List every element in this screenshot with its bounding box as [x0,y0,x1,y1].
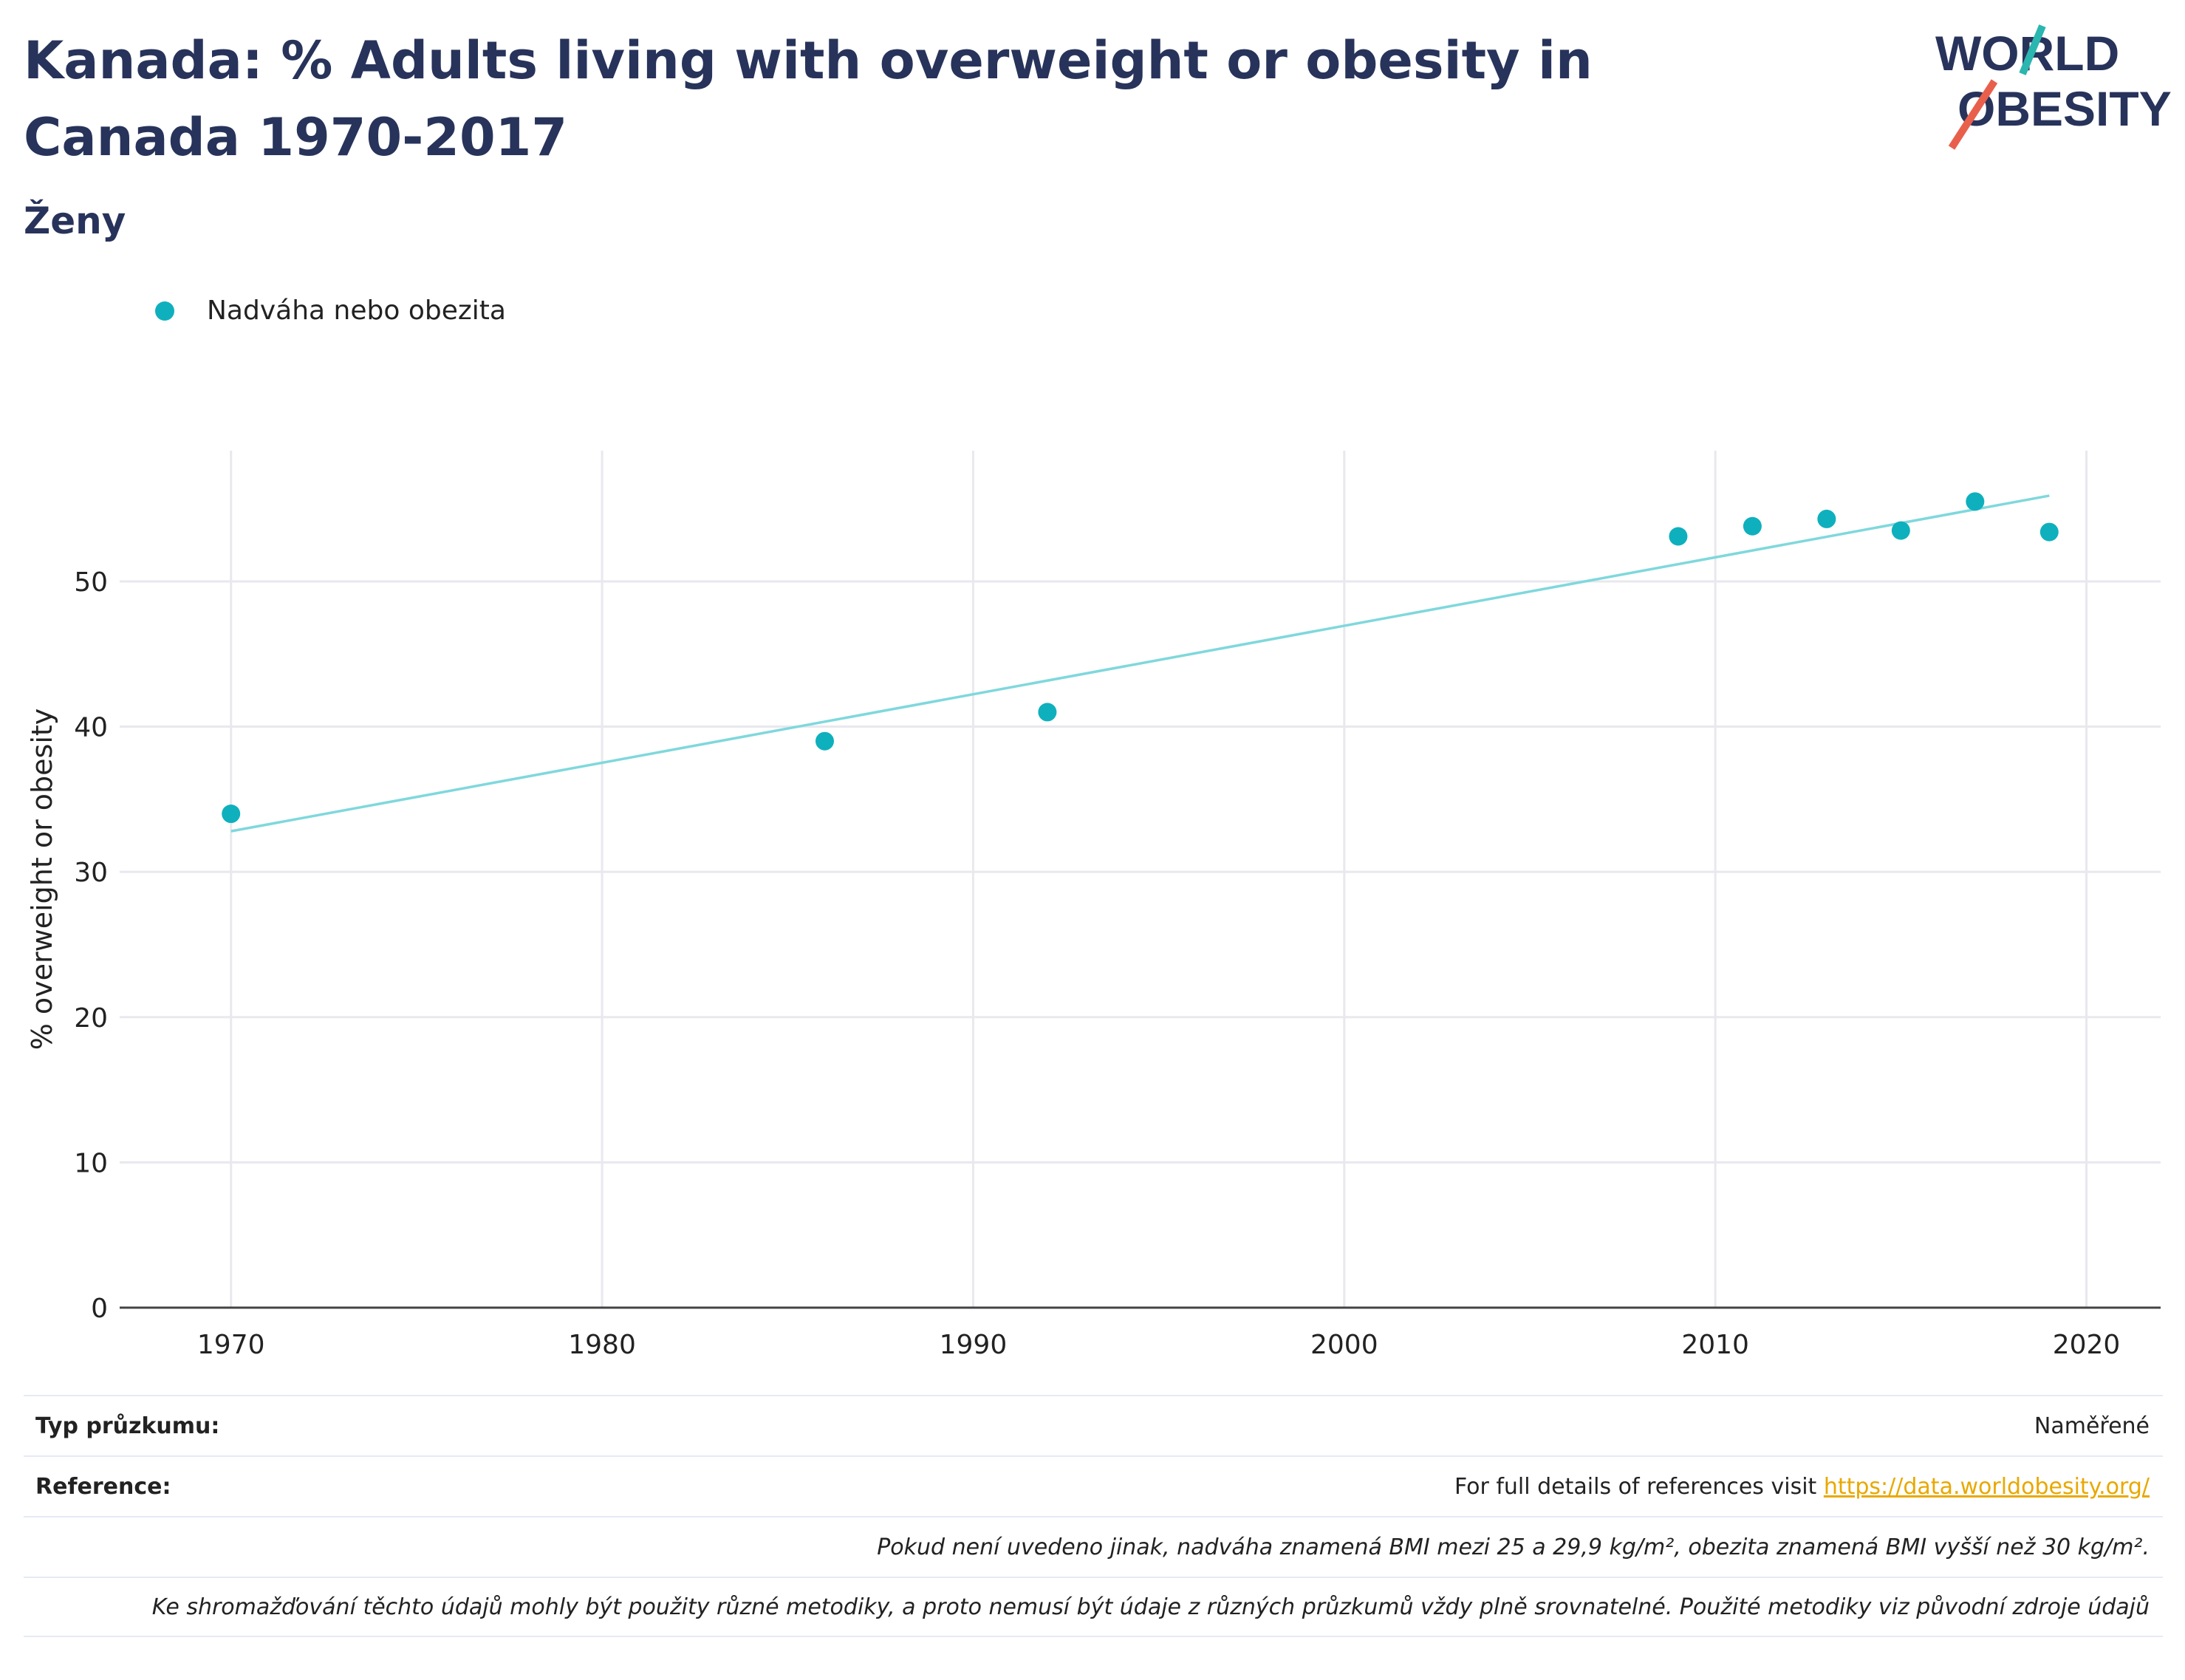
y-tick-label: 20 [74,1003,108,1034]
chart-legend: Nadváha nebo obezita [155,296,506,326]
logo-slash-teal [2019,24,2046,75]
chart-title: Kanada: % Adults living with overweight … [24,30,1593,168]
x-tick-label: 1970 [197,1330,265,1360]
x-tick-label: 1980 [568,1330,636,1360]
chart-subtitle: Ženy [24,199,126,242]
reference-row: Reference: For full details of reference… [24,1455,2163,1516]
survey-type-label: Typ průzkumu: [35,1413,220,1439]
reference-link[interactable]: https://data.worldobesity.org/ [1823,1473,2150,1500]
logo-line2: OBESITY [1957,81,2172,136]
methodology-note: Ke shromažďování těchto údajů mohly být … [151,1594,2150,1620]
reference-text: For full details of references visit [1454,1473,1824,1500]
methodology-note-row: Ke shromažďování těchto údajů mohly být … [24,1577,2163,1637]
trendline [230,494,2050,833]
y-axis-title: % overweight or obesity [26,708,58,1051]
data-point[interactable] [1038,703,1057,722]
data-point[interactable] [2039,522,2059,542]
scatter-chart: 1970 1980 1990 2000 2010 2020 0 10 20 30 40 50 % ov… [26,451,2161,1360]
data-points [222,492,2059,824]
x-tick-label: 2000 [1310,1330,1378,1360]
reference-value: For full details of references visit htt… [1454,1474,2150,1500]
trendline-group [230,494,2050,833]
tick-labels: 1970 1980 1990 2000 2010 2020 0 10 20 30 40 50 [74,567,2120,1360]
y-tick-label: 50 [74,567,108,598]
legend-label: Nadváha nebo obezita [207,296,506,326]
data-point[interactable] [1966,492,1985,511]
data-point[interactable] [1817,509,1836,528]
bmi-note: Pokud není uvedeno jinak, nadváha znamen… [877,1534,2150,1560]
data-point[interactable] [1743,516,1762,536]
survey-type-row: Typ průzkumu: Naměřené [24,1395,2163,1455]
world-obesity-logo: WORLD OBESITY [1935,24,2172,150]
bmi-note-row: Pokud není uvedeno jinak, nadváha znamen… [24,1516,2163,1577]
survey-type-value: Naměřené [2034,1413,2150,1439]
grid-lines [120,451,2161,1308]
y-tick-label: 0 [91,1294,108,1324]
data-point[interactable] [1669,527,1688,546]
data-point[interactable] [222,805,241,824]
x-tick-label: 2010 [1681,1330,1749,1360]
y-tick-label: 10 [74,1148,108,1178]
x-tick-label: 2020 [2053,1330,2121,1360]
y-tick-label: 40 [74,713,108,743]
chart-footer: Typ průzkumu: Naměřené Reference: For fu… [24,1395,2163,1637]
data-point[interactable] [815,731,834,751]
data-point[interactable] [1891,521,1910,540]
legend-marker [155,301,174,321]
y-tick-label: 30 [74,858,108,888]
x-tick-label: 1990 [940,1330,1008,1360]
reference-label: Reference: [35,1473,171,1500]
logo-slash-red [1948,79,1998,150]
